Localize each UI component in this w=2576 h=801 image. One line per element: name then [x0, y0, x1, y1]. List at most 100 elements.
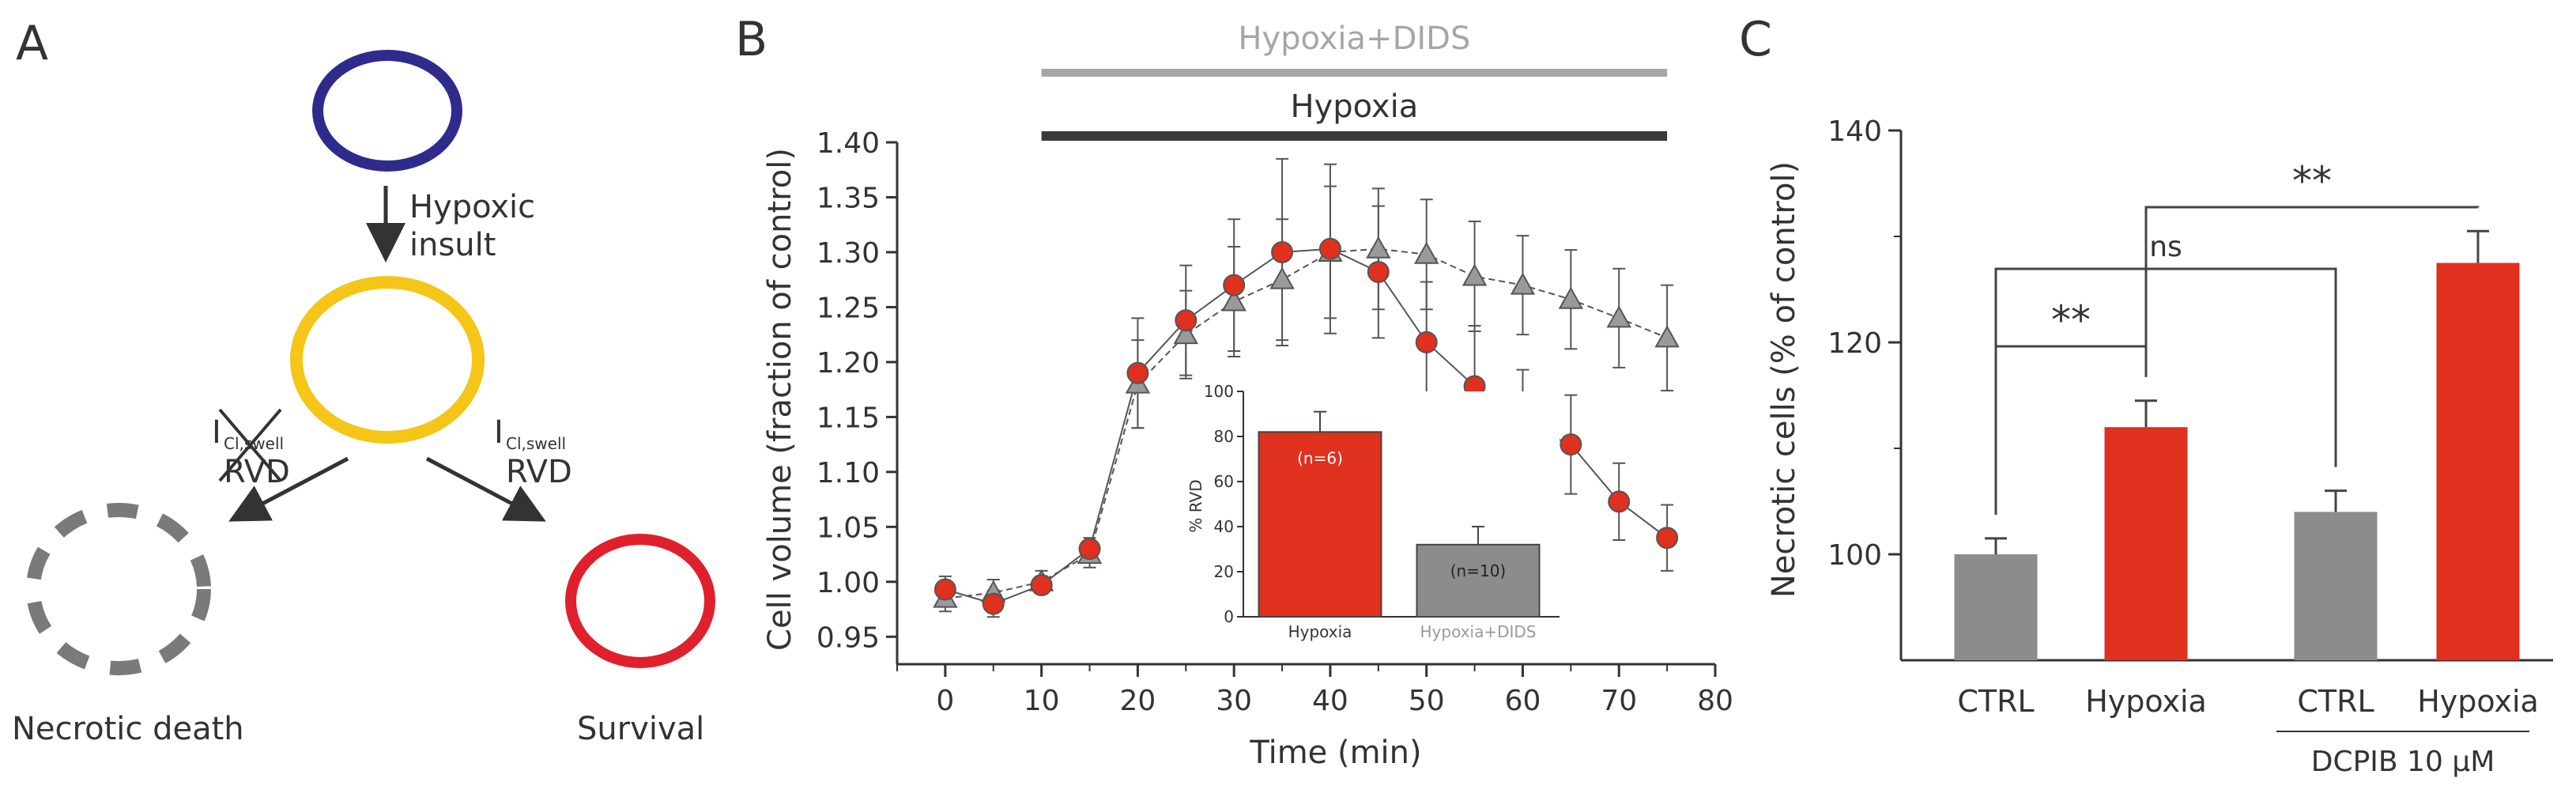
data-point-triangle: [1654, 325, 1680, 348]
left-branch-label: I Cl,swell RVD: [212, 408, 290, 490]
arrow-to-necrotic: [228, 456, 349, 522]
inset-bars: (n=6) Hypoxia (n=10) Hypoxia+DIDS: [1258, 410, 1541, 641]
inset-category-label: Hypoxia+DIDS: [1420, 622, 1537, 641]
inset-bar: [1416, 543, 1541, 618]
significance-bracket: [1994, 267, 2337, 515]
treatment-bar-label-hypoxia-dids: Hypoxia+DIDS: [1238, 21, 1470, 57]
treatment-bars: Hypoxia+DIDS Hypoxia: [1041, 21, 1668, 141]
significance-label: **: [2051, 297, 2091, 343]
b-y-tick-label: 0.95: [817, 622, 880, 654]
b-x-ticks: 0 10 20 30 40 50 60 70 80: [896, 664, 1733, 717]
right-current-subscript: Cl,swell: [506, 434, 566, 453]
c-category-label: CTRL: [1957, 684, 2034, 719]
b-x-tick-label: 60: [1505, 685, 1541, 717]
panel-b-label: B: [735, 12, 768, 67]
data-point-triangle: [1413, 241, 1439, 264]
data-point-circle: [1223, 274, 1246, 297]
data-point-triangle: [1366, 236, 1391, 259]
data-point-triangle: [1221, 289, 1247, 312]
b-y-tick-label: 1.25: [817, 292, 880, 324]
data-point-circle: [933, 578, 956, 601]
b-x-axis-label: Time (min): [1249, 735, 1421, 771]
dcpib-group-label: DCPIB 10 μM: [2311, 746, 2495, 778]
c-bar: [2104, 427, 2188, 660]
b-x-tick-label: 0: [936, 685, 954, 717]
c-bars: CTRL Hypoxia CTRL Hypoxia: [1954, 229, 2539, 719]
data-point-circle: [1175, 309, 1197, 332]
c-category-label: Hypoxia: [2417, 684, 2539, 719]
b-inset: 0 20 40 60 80 100 % RVD (n=6) Hypoxia (n=10) Hyp…: [1186, 382, 1560, 641]
data-point-circle: [1126, 361, 1149, 384]
right-branch-label: I Cl,swell RVD: [494, 414, 572, 490]
significance-label: ns: [2149, 231, 2182, 263]
survival-cell: [565, 534, 715, 668]
data-point-circle: [1030, 573, 1053, 596]
panel-b: B Hypoxia+DIDS Hypoxia 0.95 1.00 1.05 1.10 1…: [735, 12, 1733, 771]
b-y-tick-label: 1.10: [817, 457, 880, 489]
inset-bar-n-label: (n=10): [1450, 561, 1507, 580]
outcome-survival: Survival: [577, 711, 704, 747]
panel-a-label: A: [16, 16, 48, 71]
data-point-circle: [1367, 260, 1390, 283]
normal-cell: [312, 50, 462, 172]
data-point-triangle: [1558, 286, 1584, 309]
b-y-tick-label: 1.15: [817, 402, 880, 434]
b-series-layer: [933, 157, 1680, 618]
c-bar: [1954, 554, 2038, 660]
inset-y-tick-label: 100: [1204, 382, 1234, 401]
inset-y-tick-label: 20: [1214, 562, 1234, 581]
data-point-circle: [1078, 538, 1101, 561]
b-y-ticks: 0.95 1.00 1.05 1.10 1.15 1.20 1.25 1.30 1.35 1.40: [817, 127, 897, 654]
right-current-symbol: I: [494, 414, 504, 451]
c-y-ticks: 100 120 140: [1827, 115, 1901, 572]
left-rvd-label: RVD: [224, 454, 290, 490]
inset-y-axis-label: % RVD: [1186, 479, 1205, 532]
significance-bracket: [2144, 206, 2480, 377]
inset-category-label: Hypoxia: [1288, 622, 1352, 641]
data-point-circle: [982, 592, 1005, 615]
data-point-circle: [1608, 490, 1631, 513]
b-x-tick-label: 20: [1120, 685, 1156, 717]
necrotic-cell: [26, 503, 211, 675]
data-point-triangle: [1510, 272, 1536, 295]
b-y-tick-label: 1.30: [817, 237, 880, 270]
b-x-tick-label: 80: [1697, 685, 1733, 717]
data-point-triangle: [1269, 266, 1295, 289]
outcome-necrotic-death: Necrotic death: [12, 711, 244, 747]
b-y-tick-label: 1.20: [817, 347, 880, 380]
b-y-axis-label: Cell volume (fraction of control): [762, 148, 798, 651]
b-y-tick-label: 1.05: [817, 512, 880, 544]
panel-c-label: C: [1739, 12, 1772, 67]
inset-y-tick-label: 60: [1214, 472, 1234, 491]
data-point-triangle: [1606, 305, 1631, 328]
b-y-tick-label: 1.40: [817, 127, 880, 160]
c-significance: ** ns **: [1994, 158, 2480, 515]
data-point-triangle: [1461, 263, 1488, 286]
c-bar: [2294, 512, 2378, 660]
c-bar: [2436, 263, 2520, 660]
treatment-bar-label-hypoxia: Hypoxia: [1291, 89, 1419, 125]
inset-y-ticks: 0 20 40 60 80 100: [1204, 382, 1243, 626]
b-x-tick-label: 10: [1024, 685, 1060, 717]
inset-y-tick-label: 0: [1224, 607, 1234, 626]
significance-label: **: [2292, 158, 2332, 204]
b-x-tick-label: 40: [1312, 685, 1348, 717]
data-point-circle: [1656, 527, 1679, 550]
data-point-circle: [1560, 433, 1582, 456]
inset-y-tick-label: 80: [1214, 427, 1234, 446]
panel-a: A Hypoxic insult I Cl,swell RVD I Cl,swe…: [12, 16, 715, 747]
c-category-label: Hypoxia: [2085, 684, 2207, 719]
arrow-to-survival: [425, 456, 546, 522]
data-point-circle: [1415, 331, 1438, 353]
b-x-tick-label: 30: [1216, 685, 1252, 717]
inset-bar: [1258, 431, 1382, 618]
c-y-tick-label: 100: [1827, 539, 1882, 572]
left-current-symbol: I: [212, 414, 221, 451]
data-point-circle: [1318, 237, 1341, 260]
panel-c: C 100 120 140 Necrotic cells (% of control…: [1739, 12, 2553, 778]
data-point-triangle: [1173, 322, 1199, 345]
b-y-tick-label: 1.35: [817, 182, 880, 214]
cross-line-2: [218, 408, 282, 482]
c-y-tick-label: 120: [1827, 327, 1882, 360]
